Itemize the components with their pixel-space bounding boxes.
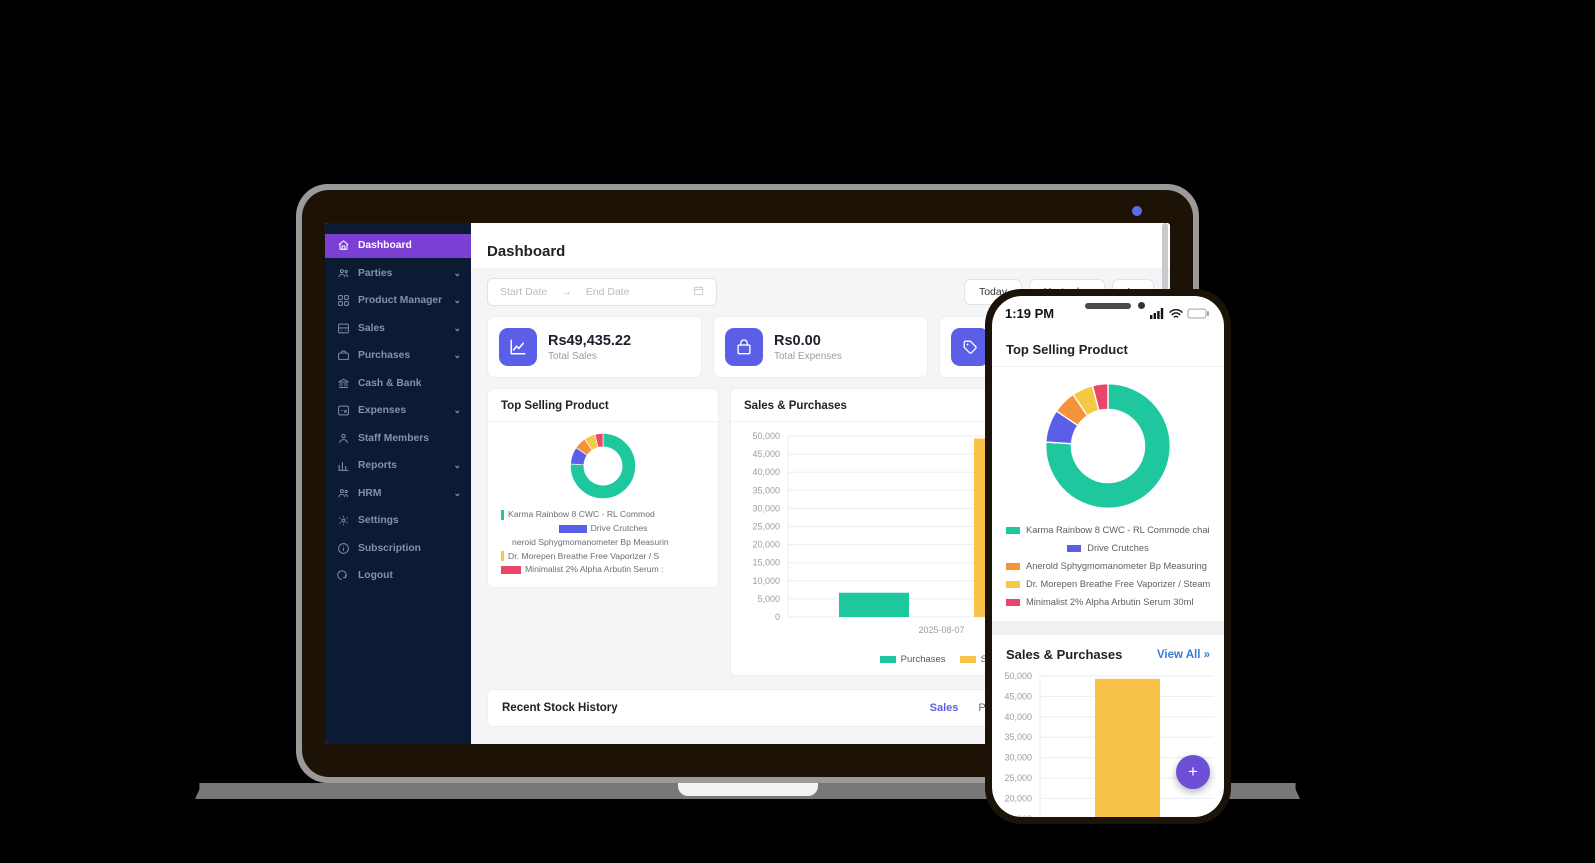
svg-text:15,000: 15,000 <box>752 558 780 568</box>
svg-text:40,000: 40,000 <box>752 467 780 477</box>
svg-text:30,000: 30,000 <box>752 503 780 513</box>
svg-text:15,000: 15,000 <box>1004 814 1032 817</box>
svg-text:25,000: 25,000 <box>1004 773 1032 783</box>
svg-text:10,000: 10,000 <box>752 576 780 586</box>
svg-text:2025-08-07: 2025-08-07 <box>918 625 964 635</box>
svg-text:30,000: 30,000 <box>1004 753 1032 763</box>
svg-text:0: 0 <box>775 612 780 622</box>
svg-text:25,000: 25,000 <box>752 522 780 532</box>
svg-text:50,000: 50,000 <box>1004 671 1032 681</box>
svg-text:20,000: 20,000 <box>1004 794 1032 804</box>
svg-text:35,000: 35,000 <box>1004 733 1032 743</box>
svg-text:35,000: 35,000 <box>752 485 780 495</box>
svg-text:45,000: 45,000 <box>1004 692 1032 702</box>
svg-text:20,000: 20,000 <box>752 540 780 550</box>
svg-text:45,000: 45,000 <box>752 449 780 459</box>
svg-text:40,000: 40,000 <box>1004 712 1032 722</box>
svg-text:50,000: 50,000 <box>752 431 780 441</box>
svg-text:5,000: 5,000 <box>757 594 780 604</box>
